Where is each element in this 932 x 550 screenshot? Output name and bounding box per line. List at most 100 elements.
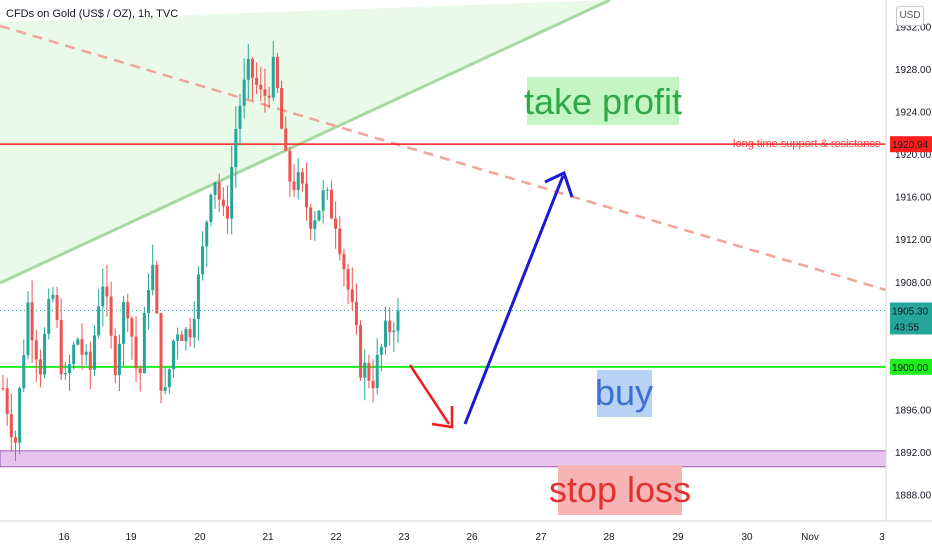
candle-body bbox=[142, 312, 146, 374]
candle-body bbox=[317, 210, 321, 221]
candle-body bbox=[84, 351, 88, 355]
candle-body bbox=[246, 58, 250, 80]
candle-body bbox=[22, 355, 26, 389]
candle-body bbox=[392, 330, 396, 333]
candle-body bbox=[34, 340, 38, 360]
time-tick-label: 3 bbox=[879, 532, 885, 543]
candle-body bbox=[263, 89, 267, 96]
time-tick-label: 20 bbox=[194, 532, 206, 543]
candle-body bbox=[76, 339, 80, 345]
candle-body bbox=[163, 387, 167, 391]
candle-body bbox=[288, 150, 292, 182]
candle-body bbox=[101, 286, 105, 307]
candle-body bbox=[325, 189, 329, 191]
candle-body bbox=[329, 189, 333, 219]
stop-loss-zone[interactable] bbox=[0, 450, 887, 468]
candle-body bbox=[209, 194, 213, 222]
candle-body bbox=[72, 344, 76, 365]
candle-body bbox=[30, 302, 34, 341]
candle-body bbox=[321, 190, 325, 211]
candle-body bbox=[217, 182, 221, 200]
price-tick-label: 1924.00 bbox=[895, 108, 932, 119]
candle-body bbox=[238, 105, 242, 129]
price-tick-label: 1888.00 bbox=[895, 490, 932, 501]
stop-loss-text: stop loss bbox=[549, 469, 691, 510]
candle-body bbox=[126, 302, 130, 319]
candle-body bbox=[47, 298, 51, 334]
candle-body bbox=[359, 325, 363, 378]
candle-body bbox=[155, 264, 159, 314]
candle-body bbox=[43, 333, 47, 375]
candle-body bbox=[342, 254, 346, 270]
candle-body bbox=[292, 181, 296, 191]
candle-body bbox=[9, 414, 13, 438]
time-tick-label: 28 bbox=[603, 532, 615, 543]
candle-body bbox=[171, 340, 175, 370]
channel-upper-trendline[interactable] bbox=[0, 0, 611, 285]
candle-body bbox=[176, 334, 180, 341]
candle-body bbox=[255, 77, 259, 85]
down-arrow-head bbox=[431, 406, 454, 429]
time-tick-label: 26 bbox=[466, 532, 478, 543]
candle-body bbox=[167, 369, 171, 388]
support-resistance-note[interactable]: long time support & resistance bbox=[733, 138, 881, 150]
candle-body bbox=[151, 264, 155, 290]
buy-price-tag: 1900.00 bbox=[890, 358, 932, 375]
candle-body bbox=[259, 84, 263, 90]
candle-body bbox=[284, 128, 288, 151]
candle-body bbox=[367, 362, 371, 381]
stop-loss-label[interactable]: stop loss bbox=[549, 465, 691, 515]
candle-body bbox=[18, 388, 22, 443]
candle-body bbox=[13, 437, 17, 443]
candle-body bbox=[63, 373, 67, 375]
candlestick-series bbox=[1, 41, 400, 461]
candle-body bbox=[230, 167, 234, 219]
price-tick-label: 1916.00 bbox=[895, 193, 932, 204]
candle-body bbox=[201, 246, 205, 275]
candle-body bbox=[38, 359, 42, 375]
candle-body bbox=[97, 306, 101, 336]
down-arrow bbox=[408, 364, 451, 425]
countdown-text: 43:55 bbox=[894, 322, 919, 333]
candle-body bbox=[309, 207, 313, 229]
candle-body bbox=[213, 182, 217, 195]
candle-body bbox=[192, 319, 196, 338]
candle-body bbox=[1, 388, 5, 390]
candle-body bbox=[296, 172, 300, 191]
buy-label[interactable]: buy bbox=[595, 370, 653, 417]
candle-body bbox=[205, 221, 209, 247]
resistance-price-tag: 1920.94 bbox=[890, 136, 932, 153]
take-profit-label[interactable]: take profit bbox=[524, 77, 682, 125]
resistance-price-tag-text: 1920.94 bbox=[892, 140, 929, 151]
time-tick-label: 27 bbox=[535, 532, 547, 543]
current-price-tag-text: 1905.30 bbox=[892, 306, 929, 317]
price-tick-label: 1892.00 bbox=[895, 448, 932, 459]
candle-body bbox=[275, 56, 279, 89]
candle-body bbox=[221, 199, 225, 207]
descending-trendline[interactable] bbox=[0, 24, 887, 292]
symbol-title[interactable]: CFDs on Gold (US$ / OZ), 1h, TVC bbox=[6, 8, 179, 20]
candle-body bbox=[68, 364, 72, 374]
price-tick-label: 1920.00 bbox=[895, 150, 932, 161]
current-price-tag: 1905.30 43:55 bbox=[890, 302, 932, 335]
time-tick-label: 16 bbox=[58, 532, 70, 543]
candle-body bbox=[26, 302, 30, 356]
time-axis[interactable]: 16 19 20 21 22 23 26 27 28 29 30 Nov 3 bbox=[58, 532, 885, 543]
candle-body bbox=[234, 128, 238, 168]
time-tick-label: 30 bbox=[741, 532, 753, 543]
buy-text: buy bbox=[595, 372, 653, 413]
candle-body bbox=[188, 329, 192, 338]
time-tick-label: 23 bbox=[398, 532, 410, 543]
buy-price-tag-text: 1900.00 bbox=[892, 363, 929, 374]
up-arrow-head bbox=[544, 170, 574, 198]
candle-body bbox=[80, 339, 84, 355]
candle-body bbox=[55, 294, 59, 320]
up-arrow bbox=[463, 175, 565, 425]
candle-body bbox=[159, 313, 163, 391]
currency-button[interactable]: USD bbox=[896, 6, 924, 26]
candle-body bbox=[109, 296, 113, 336]
candle-body bbox=[350, 289, 354, 302]
candle-body bbox=[51, 294, 55, 299]
price-axis[interactable]: 1932.00 1928.00 1924.00 1920.00 1916.00 1912.… bbox=[895, 23, 932, 502]
